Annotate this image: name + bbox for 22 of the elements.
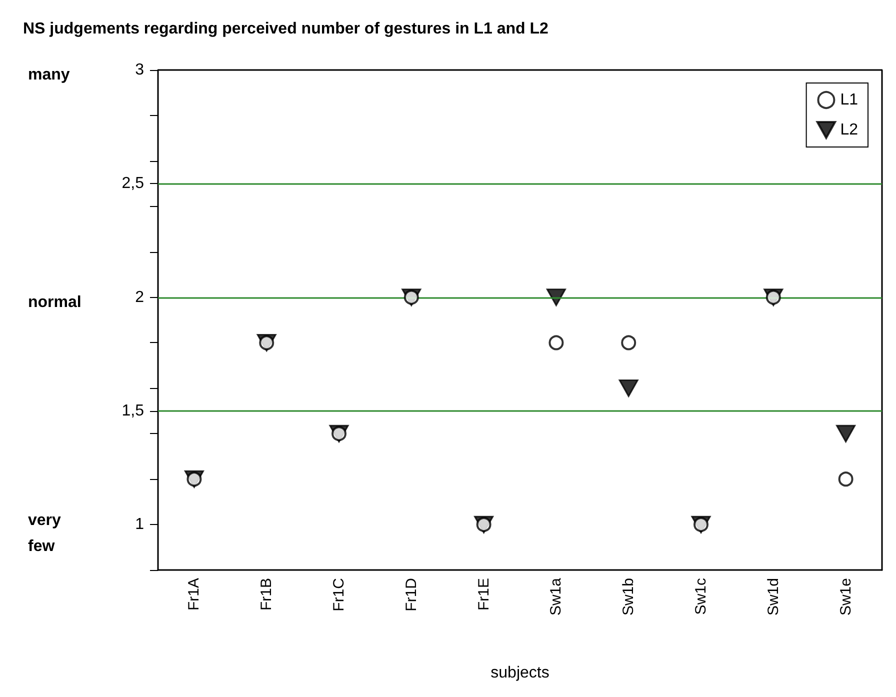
x-tick-label: Fr1C	[330, 578, 348, 612]
chart-title: NS judgements regarding perceived number of gestures in L1 and L2	[23, 20, 549, 38]
x-tick-label: Sw1b	[620, 578, 638, 616]
x-tick-label: Sw1c	[692, 578, 710, 615]
y-tick-label: 1,5	[122, 402, 144, 420]
y-tick-label: 1	[135, 516, 144, 534]
x-tick-label: Sw1d	[764, 578, 782, 616]
legend-label: L1	[840, 92, 858, 108]
x-axis-title: subjects	[490, 664, 550, 682]
y-tick-label: 2	[135, 288, 144, 306]
x-tick-label: Fr1E	[475, 578, 492, 611]
x-tick-label: Fr1A	[186, 578, 203, 611]
y-tick-label: 3	[135, 62, 144, 78]
legend-label: L2	[840, 122, 858, 138]
x-tick-label: Sw1a	[548, 577, 565, 616]
y-tick-label: 2,5	[122, 175, 144, 192]
text: normal	[28, 294, 82, 311]
x-tick-label: Fr1B	[258, 578, 276, 611]
text: very few	[28, 512, 62, 555]
x-tick-label: Sw1e	[837, 578, 854, 616]
x-tick-label: Fr1D	[402, 578, 420, 612]
text: many	[28, 66, 70, 84]
